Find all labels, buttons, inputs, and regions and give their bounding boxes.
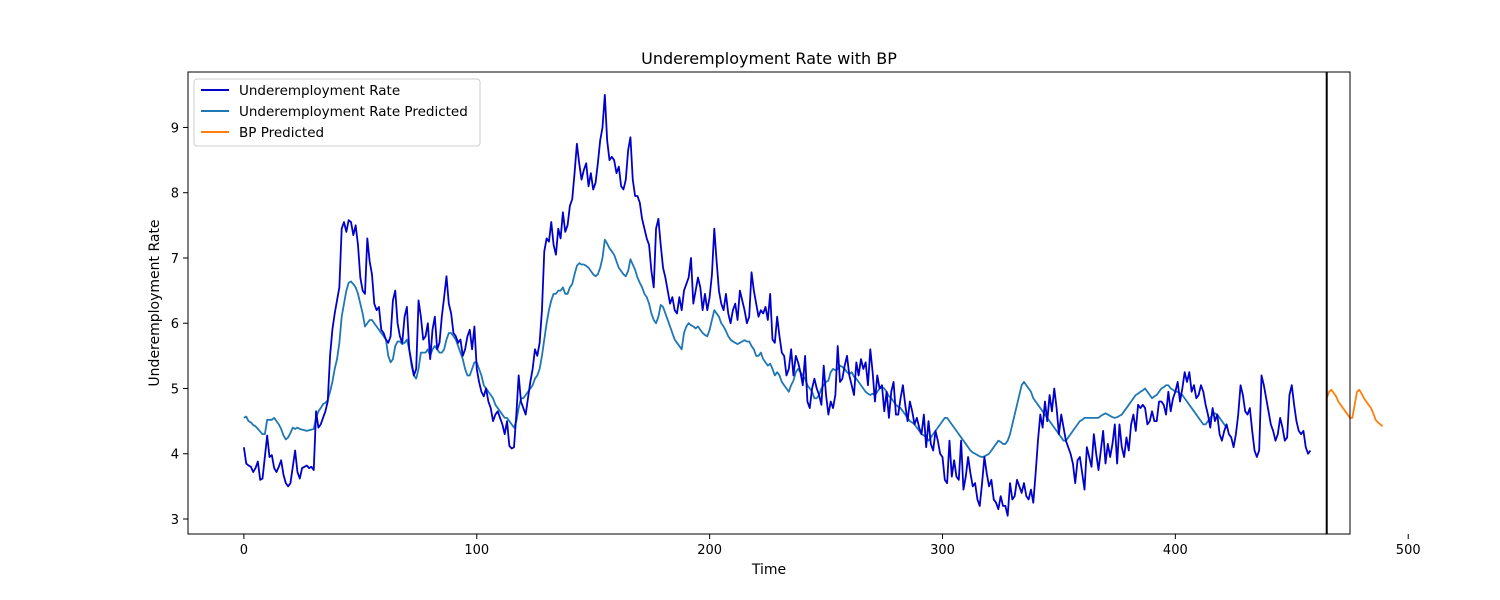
legend-label: BP Predicted	[239, 125, 324, 141]
series-line-0	[242, 93, 1312, 517]
x-tick-label: 200	[697, 543, 722, 558]
y-tick-label: 8	[171, 187, 179, 202]
legend-label: Underemployment Rate	[239, 83, 400, 99]
legend-box	[193, 78, 481, 147]
x-tick-label: 400	[1163, 543, 1188, 558]
y-tick-label: 5	[171, 382, 179, 397]
chart-title: Underemployment Rate with BP	[641, 49, 897, 68]
x-tick-label: 500	[1396, 543, 1421, 558]
y-axis-label: Underemployment Rate	[147, 219, 163, 386]
series-line-2	[1325, 388, 1384, 428]
y-tick-label: 7	[171, 252, 179, 267]
x-axis-label: Time	[751, 562, 786, 578]
x-tick-label: 100	[464, 543, 489, 558]
x-tick-label: 0	[240, 543, 248, 558]
legend-label: Underemployment Rate Predicted	[239, 104, 468, 120]
y-tick-label: 9	[171, 121, 179, 136]
x-tick-label: 300	[930, 543, 955, 558]
y-tick-label: 3	[171, 513, 179, 528]
plot-frame	[187, 71, 1351, 535]
series-layer	[242, 72, 1384, 534]
y-tick-label: 4	[171, 448, 179, 463]
series-line-1	[243, 238, 1228, 458]
legend: Underemployment Rate Underemployment Rate…	[193, 78, 481, 147]
y-tick-label: 6	[171, 317, 179, 332]
ticks-layer: 0 100 200 300 400 500 3 4 5 6 7 8 9	[171, 121, 1421, 558]
